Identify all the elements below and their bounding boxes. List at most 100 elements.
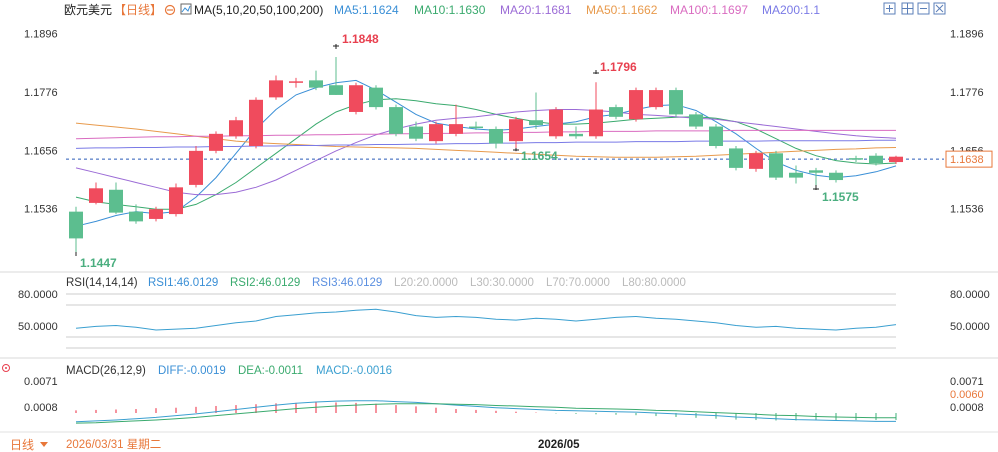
low-marker: 1.1447 — [75, 252, 117, 270]
macd-dea-line — [75, 403, 896, 424]
macd-settings-icon[interactable] — [2, 364, 10, 372]
ma-params: MA(5,10,20,50,100,200) — [194, 3, 323, 17]
candle-up — [89, 188, 103, 203]
candle-up — [189, 150, 203, 185]
fullscreen-icon[interactable] — [883, 2, 896, 15]
candle-up — [149, 209, 163, 219]
settings-circle-icon[interactable] — [164, 4, 176, 16]
rsi1-value: RSI1:46.0129 — [148, 277, 218, 289]
candle-down — [529, 120, 543, 126]
candle-down — [389, 107, 403, 134]
candle-down — [729, 148, 743, 168]
ma10-value: MA10:1.1630 — [414, 3, 486, 17]
low2-label: 1.1575 — [822, 190, 859, 204]
period-selector[interactable]: 日线 — [10, 438, 34, 452]
candle-down — [129, 211, 143, 222]
rsi-l70: L70:70.0000 — [546, 277, 610, 289]
candle-down — [489, 128, 503, 144]
candle-down — [69, 211, 83, 239]
candle-up — [629, 90, 643, 120]
ma200-value: MA200:1.1 — [762, 3, 820, 17]
rsi-l20: L20:20.0000 — [394, 277, 458, 289]
close-icon[interactable] — [933, 2, 946, 15]
price-tick-label: 1.1896 — [24, 29, 58, 41]
ma50-value: MA50:1.1662 — [586, 3, 658, 17]
candle-up — [209, 133, 223, 151]
candle-down — [709, 126, 723, 146]
macd-title: MACD(26,12,9) — [66, 365, 146, 377]
candle-down — [109, 189, 123, 213]
start-date: 2026/03/31 星期二 — [66, 438, 161, 451]
rsi-axis-80-right: 80.0000 — [950, 289, 990, 301]
ma5-value: MA5:1.1624 — [334, 3, 399, 17]
period-tag[interactable]: 【日线】 — [114, 3, 162, 17]
macd-diff: DIFF:-0.0019 — [158, 365, 226, 377]
candle-up — [449, 124, 463, 134]
candle-down — [409, 126, 423, 139]
candle-down — [369, 87, 383, 108]
indicator-icon[interactable] — [180, 3, 192, 15]
candle-down — [569, 133, 583, 137]
macd-value: MACD:-0.0016 — [316, 365, 392, 377]
rsi-axis-50-right: 50.0000 — [950, 321, 990, 333]
candle-down — [829, 172, 843, 181]
candlesticks — [69, 57, 903, 253]
mid-date: 2026/05 — [538, 439, 580, 451]
price-axis-left: 1.1896 1.1776 1.1656 1.1536 — [24, 29, 58, 216]
candle-down — [309, 80, 323, 88]
candle-up — [589, 109, 603, 137]
candle-down — [469, 126, 483, 129]
ma20-value: MA20:1.1681 — [500, 3, 572, 17]
macd-axis-current-right: 0.0060 — [950, 389, 984, 401]
candle-up — [649, 90, 663, 108]
price-tick-label-right: 1.1896 — [950, 29, 984, 41]
symbol-title: 欧元美元 — [64, 3, 112, 17]
candle-up — [249, 99, 263, 146]
rsi-l80: L80:80.0000 — [622, 277, 686, 289]
high-label: 1.1848 — [342, 32, 379, 46]
ma5-line — [75, 79, 897, 227]
candle-up — [749, 153, 763, 169]
price-tick-label: 1.1776 — [24, 87, 58, 99]
macd-axis-top: 0.0071 — [24, 376, 58, 388]
candle-up — [549, 109, 563, 137]
candle-down — [849, 158, 863, 160]
chevron-down-icon[interactable] — [40, 442, 48, 447]
candle-up — [169, 187, 183, 215]
candle-up — [229, 120, 243, 137]
mid-low-marker: 1.1654 — [513, 148, 558, 163]
candle-down — [689, 114, 703, 127]
candle-down — [789, 172, 803, 178]
minimize-icon[interactable] — [917, 2, 930, 15]
low2-marker: 1.1575 — [813, 185, 859, 204]
candle-up — [269, 80, 283, 98]
mid-low-label: 1.1654 — [521, 149, 558, 163]
low-label: 1.1447 — [80, 256, 117, 270]
rsi-axis-80: 80.0000 — [18, 289, 58, 301]
price-tick-label-right: 1.1536 — [950, 204, 984, 216]
candle-up — [289, 81, 303, 83]
candle-up — [349, 85, 363, 112]
current-price-label: 1.1638 — [950, 154, 984, 166]
ma100-value: MA100:1.1697 — [670, 3, 748, 17]
candle-down — [769, 153, 783, 178]
candle-down — [869, 155, 883, 164]
ma200-line — [75, 139, 896, 149]
high2-marker: 1.1796 — [593, 60, 637, 74]
rsi2-value: RSI2:46.0129 — [230, 277, 300, 289]
candle-down — [329, 85, 343, 95]
candle-down — [809, 170, 823, 173]
macd-axis-mid-right: 0.0008 — [950, 402, 984, 414]
candle-up — [509, 119, 523, 142]
rsi-line — [75, 308, 897, 331]
macd-dea: DEA:-0.0011 — [238, 365, 303, 377]
grid-icon[interactable] — [901, 2, 914, 15]
high2-label: 1.1796 — [600, 60, 637, 74]
candle-down — [669, 90, 683, 115]
rsi-l30: L30:30.0000 — [470, 277, 534, 289]
macd-axis-mid: 0.0008 — [24, 402, 58, 414]
price-tick-label-right: 1.1776 — [950, 87, 984, 99]
price-tick-label: 1.1536 — [24, 204, 58, 216]
candle-down — [609, 107, 623, 117]
